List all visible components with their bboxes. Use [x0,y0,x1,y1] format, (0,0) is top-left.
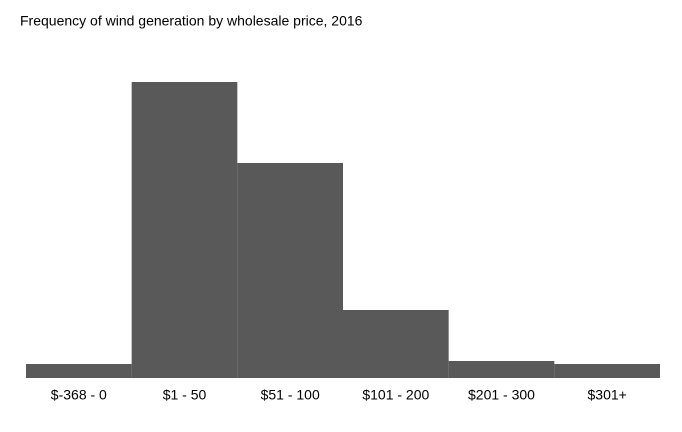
x-tick-label: $-368 - 0 [51,387,107,403]
x-tick-label: $51 - 100 [261,387,320,403]
bar [131,82,238,378]
x-tick-label: $1 - 50 [163,387,207,403]
bar [26,364,132,378]
x-tick-label: $201 - 300 [468,387,535,403]
chart-title: Frequency of wind generation by wholesal… [20,13,363,29]
x-tick-label: $101 - 200 [362,387,429,403]
bar [343,310,449,378]
bar [554,364,660,378]
bar [448,361,555,378]
bar [237,163,343,378]
x-tick-label: $301+ [588,387,627,403]
